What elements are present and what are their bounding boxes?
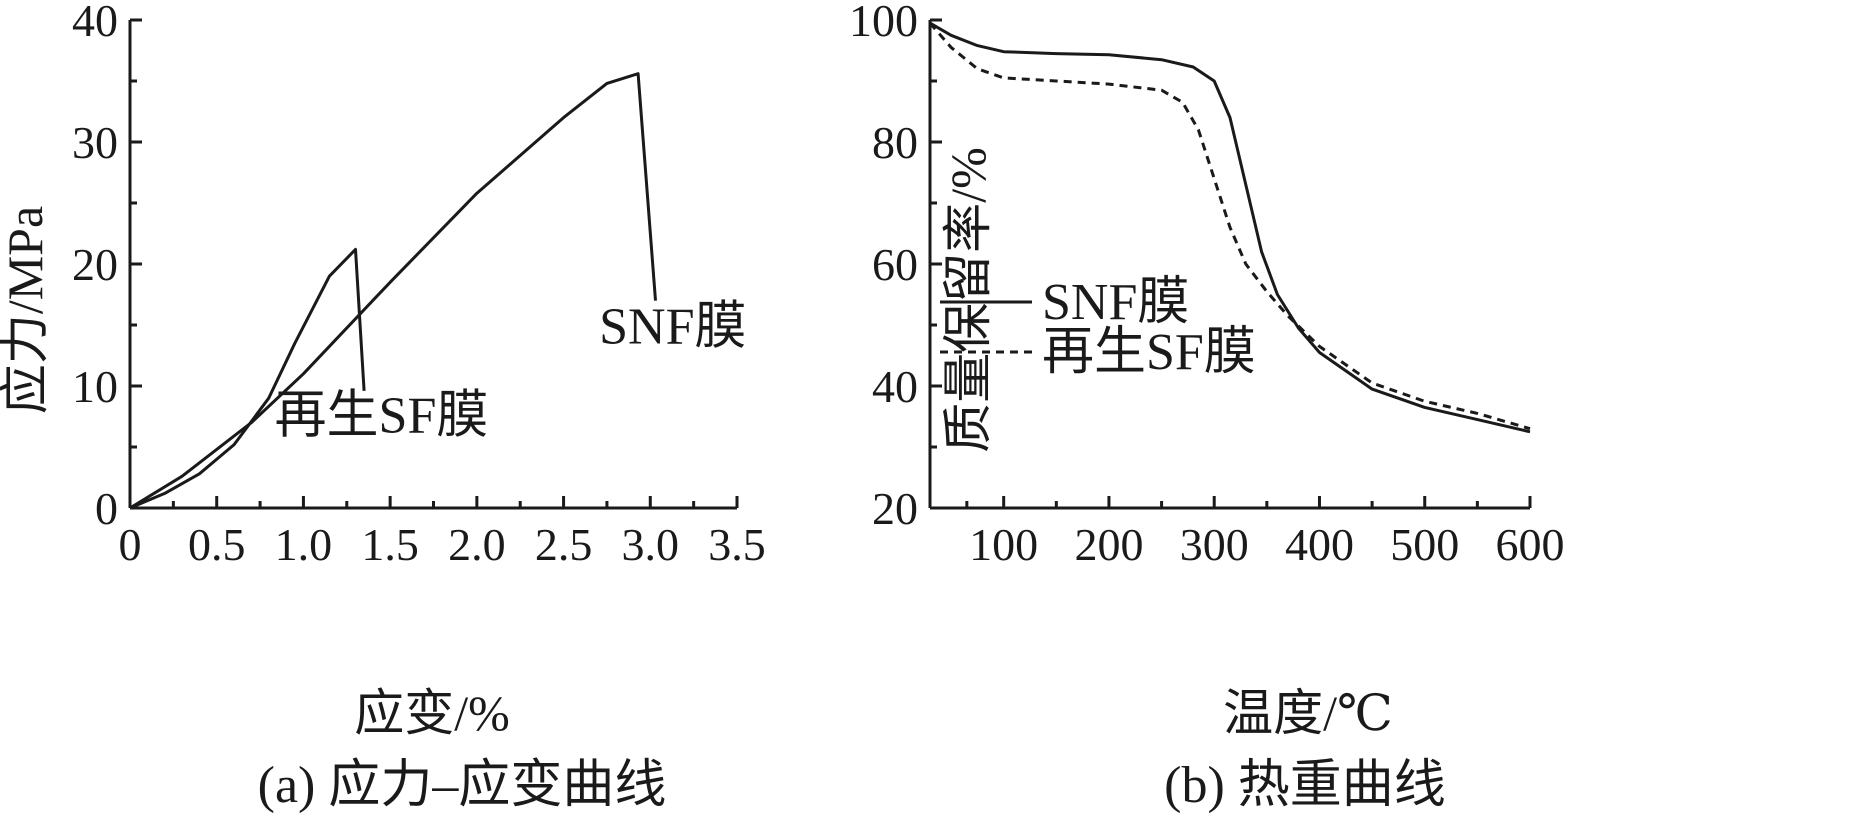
- stress-strain-x-tick-label: 1.5: [361, 519, 419, 570]
- stress-strain-x-tick-label: 3.0: [622, 519, 680, 570]
- thermogravimetric-y-tick-label: 20: [872, 483, 918, 534]
- thermogravimetric-x-tick-label: 400: [1285, 519, 1354, 570]
- thermogravimetric-y-axis-title: 质量保留率/%: [940, 147, 996, 453]
- stress-strain-plot-area: [129, 72, 657, 510]
- stress-strain-chart: 0 0.5 1.0 1.5 2.0 2.5 3.0 3.5 0 10 20 30 40 应变/% 应力/…: [0, 0, 766, 814]
- thermogravimetric-x-tick-label: 500: [1390, 519, 1459, 570]
- thermogravimetric-y-tick-label: 60: [872, 239, 918, 290]
- thermogravimetric-x-axis-title: 温度/℃: [1223, 685, 1393, 741]
- stress-strain-y-tick-label: 20: [72, 239, 118, 290]
- stress-strain-x-axis-title: 应变/%: [354, 685, 510, 741]
- thermogravimetric-y-tick-label: 40: [872, 361, 918, 412]
- stress-strain-x-tick-label: 0: [119, 519, 142, 570]
- thermogravimetric-x-tick-label: 300: [1180, 519, 1249, 570]
- stress-strain-y-tick-label: 10: [72, 361, 118, 412]
- thermogravimetric-x-tick-label: 100: [969, 519, 1038, 570]
- stress-strain-x-tick-label: 2.0: [448, 519, 506, 570]
- thermogravimetric-y-tick-label: 100: [849, 0, 918, 46]
- stress-strain-x-tick-label: 3.5: [708, 519, 766, 570]
- stress-strain-y-tick-label: 30: [72, 117, 118, 168]
- stress-strain-y-tick-label: 0: [95, 483, 118, 534]
- legend-label-regenerated-sf: 再生SF膜: [1042, 324, 1256, 381]
- legend-label-snf: SNF膜: [1042, 274, 1189, 331]
- thermogravimetric-plot-area: [928, 21, 1531, 434]
- stress-strain-x-tick-label: 0.5: [188, 519, 246, 570]
- thermogravimetric-x-tick-label: 200: [1074, 519, 1143, 570]
- stress-strain-annotation-label: SNF膜: [599, 298, 746, 355]
- stress-strain-annotation-label: 再生SF膜: [275, 387, 489, 444]
- stress-strain-x-tick-label: 1.0: [275, 519, 333, 570]
- stress-strain-y-tick-label: 40: [72, 0, 118, 46]
- thermogravimetric-y-tick-label: 80: [872, 117, 918, 168]
- stress-strain-series-line-regenerated-sf: [129, 247, 366, 510]
- stress-strain-caption: (a) 应力–应变曲线: [258, 757, 667, 814]
- stress-strain-y-axis-title: 应力/MPa: [0, 206, 53, 414]
- thermogravimetric-series-line-snf: [929, 21, 1531, 434]
- thermogravimetric-axes: [928, 20, 1530, 510]
- thermogravimetric-caption: (b) 热重曲线: [1164, 757, 1446, 814]
- thermogravimetric-chart: 100 200 300 400 500 600 20 40 60 80 100 温度/℃ 质量保留率…: [849, 0, 1565, 814]
- thermogravimetric-x-tick-label: 600: [1496, 519, 1565, 570]
- stress-strain-x-tick-label: 2.5: [535, 519, 593, 570]
- thermogravimetric-ticks: 100 200 300 400 500 600 20 40 60 80 100: [849, 0, 1565, 570]
- stress-strain-series-line-snf: [129, 72, 657, 510]
- stress-strain-ticks: 0 0.5 1.0 1.5 2.0 2.5 3.0 3.5 0 10 20 30 40: [72, 0, 766, 570]
